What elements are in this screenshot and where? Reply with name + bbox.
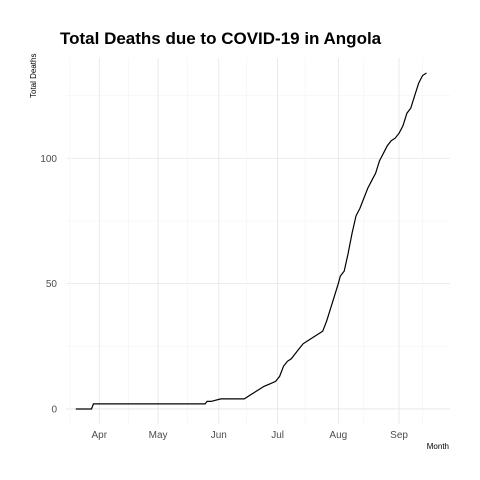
series-layer [76, 73, 427, 409]
y-tick-label: 50 [46, 279, 58, 290]
y-tick-label: 0 [51, 404, 57, 415]
y-axis-ticks: 0 50 100 [40, 154, 57, 416]
x-tick-label: Jul [271, 430, 284, 441]
x-tick-label: Apr [92, 430, 108, 441]
x-tick-label: Aug [329, 430, 347, 441]
x-axis-ticks: Apr May Jun Jul Aug Sep [92, 430, 409, 441]
x-tick-label: May [149, 430, 168, 441]
chart-title: Total Deaths due to COVID-19 in Angola [60, 29, 382, 48]
y-axis-title: Total Deaths [29, 54, 38, 98]
y-tick-label: 100 [40, 154, 57, 165]
x-tick-label: Jun [211, 430, 227, 441]
grid [66, 58, 450, 424]
x-axis-title: Month [427, 442, 449, 451]
x-tick-label: Sep [390, 430, 408, 441]
series-line [76, 73, 427, 409]
